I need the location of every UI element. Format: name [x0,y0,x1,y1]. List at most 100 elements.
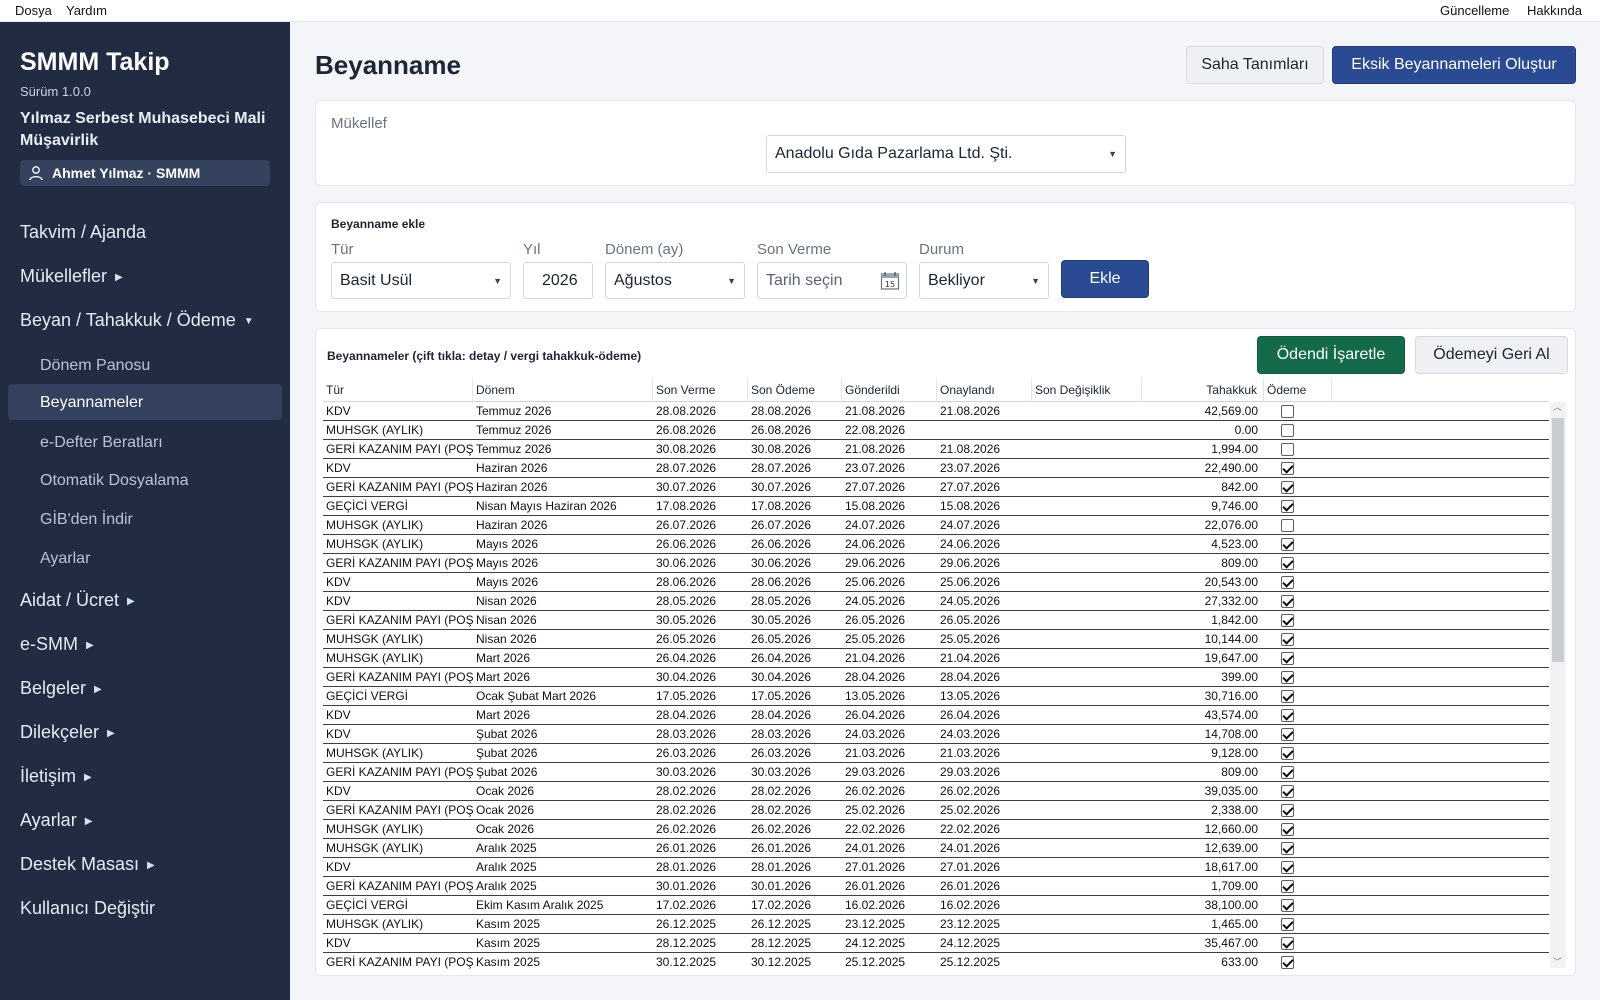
table-row[interactable]: GERİ KAZANIM PAYI (POŞET)Aralık 2025 30.0… [323,877,1549,896]
payment-checkbox[interactable] [1281,481,1294,494]
nav-sub-settings[interactable]: Ayarlar [40,550,91,567]
field-definitions-button[interactable]: Saha Tanımları [1186,46,1324,84]
taxpayer-select[interactable]: Anadolu Gıda Pazarlama Ltd. Şti. ▼ [766,135,1126,173]
table-row[interactable]: MUHSGK (AYLIK) Şubat 2026 26.03.2026 26.03.… [323,744,1549,763]
undo-payment-button[interactable]: Ödemeyi Geri Al [1415,336,1568,374]
payment-checkbox[interactable] [1281,728,1294,741]
table-row[interactable]: KDV Ocak 2026 28.02.2026 28.02.2026 26.02.20… [323,782,1549,801]
nav-support[interactable]: Destek Masası ▶ [20,854,155,875]
payment-checkbox[interactable] [1281,956,1294,969]
nav-petitions[interactable]: Dilekçeler ▶ [20,722,115,743]
col-pay-due[interactable]: Son Ödeme [748,378,842,402]
nav-sub-period-board[interactable]: Dönem Panosu [40,357,151,374]
payment-checkbox[interactable] [1281,614,1294,627]
nav-documents[interactable]: Belgeler ▶ [20,678,102,699]
payment-checkbox[interactable] [1281,766,1294,779]
payment-checkbox[interactable] [1281,709,1294,722]
status-select[interactable]: Bekliyor ▼ [919,262,1049,299]
table-row[interactable]: GERİ KAZANIM PAYI (POŞET)Kasım 2025 30.12… [323,953,1549,970]
table-row[interactable]: MUHSGK (AYLIK) Temmuz 2026 26.08.2026 26.08… [323,421,1549,440]
table-row[interactable]: KDV Nisan 2026 28.05.2026 28.05.2026 24.05.2… [323,592,1549,611]
payment-checkbox[interactable] [1281,671,1294,684]
col-approved[interactable]: Onaylandı [937,378,1032,402]
payment-checkbox[interactable] [1281,576,1294,589]
payment-checkbox[interactable] [1281,557,1294,570]
nav-declarations[interactable]: Beyan / Tahakkuk / Ödeme ▼ [20,310,254,331]
menu-help[interactable]: Yardım [66,3,107,18]
period-select[interactable]: Ağustos ▼ [605,262,745,299]
year-input[interactable]: 2026 [523,262,593,299]
payment-checkbox[interactable] [1281,443,1294,456]
table-row[interactable]: KDV Mart 2026 28.04.2026 28.04.2026 26.04.20… [323,706,1549,725]
col-period[interactable]: Dönem [473,378,653,402]
nav-esmm[interactable]: e-SMM ▶ [20,634,94,655]
table-row[interactable]: KDV Aralık 2025 28.01.2026 28.01.2026 27.01.… [323,858,1549,877]
calendar-icon[interactable]: 15 [880,271,900,291]
payment-checkbox[interactable] [1281,747,1294,760]
table-row[interactable]: KDV Kasım 2025 28.12.2025 28.12.2025 24.12.2… [323,934,1549,953]
table-row[interactable]: KDV Temmuz 2026 28.08.2026 28.08.2026 21.08.… [323,402,1549,421]
table-row[interactable]: KDV Şubat 2026 28.03.2026 28.03.2026 24.03.2… [323,725,1549,744]
col-last-change[interactable]: Son Değişiklik [1032,378,1142,402]
payment-checkbox[interactable] [1281,424,1294,437]
payment-checkbox[interactable] [1281,918,1294,931]
add-button[interactable]: Ekle [1061,260,1149,298]
table-row[interactable]: KDV Haziran 2026 28.07.2026 28.07.2026 23.07… [323,459,1549,478]
type-select[interactable]: Basit Usül ▼ [331,262,511,299]
payment-checkbox[interactable] [1281,785,1294,798]
table-row[interactable]: GERİ KAZANIM PAYI (POŞET)Mayıs 2026 30.06… [323,554,1549,573]
payment-checkbox[interactable] [1281,937,1294,950]
payment-checkbox[interactable] [1281,823,1294,836]
payment-checkbox[interactable] [1281,519,1294,532]
col-sent[interactable]: Gönderildi [842,378,937,402]
scroll-up-icon[interactable]: ︿ [1553,402,1563,412]
col-accrual[interactable]: Tahakkuk [1142,378,1264,402]
nav-fees[interactable]: Aidat / Ücret ▶ [20,590,135,611]
table-row[interactable]: GERİ KAZANIM PAYI (POŞET)Ocak 2026 28.02.… [323,801,1549,820]
user-badge[interactable]: Ahmet Yılmaz · SMMM [20,160,270,186]
nav-sub-auto-filing[interactable]: Otomatik Dosyalama [40,472,189,489]
table-row[interactable]: MUHSGK (AYLIK) Ocak 2026 26.02.2026 26.02.2… [323,820,1549,839]
table-row[interactable]: MUHSGK (AYLIK) Mart 2026 26.04.2026 26.04.2… [323,649,1549,668]
col-payment[interactable]: Ödeme [1264,378,1332,402]
table-row[interactable]: GERİ KAZANIM PAYI (POŞET)Şubat 2026 30.03… [323,763,1549,782]
mark-paid-button[interactable]: Ödendi İşaretle [1257,336,1405,374]
table-row[interactable]: GEÇİCİ VERGİ Nisan Mayıs Haziran 2026 17.0… [323,497,1549,516]
table-row[interactable]: GERİ KAZANIM PAYI (POŞET)Nisan 2026 30.05… [323,611,1549,630]
col-due[interactable]: Son Verme [653,378,748,402]
payment-checkbox[interactable] [1281,861,1294,874]
payment-checkbox[interactable] [1281,500,1294,513]
table-row[interactable]: GEÇİCİ VERGİ Ocak Şubat Mart 2026 17.05.20… [323,687,1549,706]
scroll-down-icon[interactable]: ﹀ [1553,957,1563,967]
col-type[interactable]: Tür [323,378,473,402]
menu-update[interactable]: Güncelleme [1440,3,1510,18]
menu-file[interactable]: Dosya [15,3,52,18]
nav-taxpayers[interactable]: Mükellefler ▶ [20,266,123,287]
menu-about[interactable]: Hakkında [1527,3,1582,18]
table-row[interactable]: MUHSGK (AYLIK) Haziran 2026 26.07.2026 26.0… [323,516,1549,535]
nav-calendar[interactable]: Takvim / Ajanda [20,222,146,243]
payment-checkbox[interactable] [1281,538,1294,551]
table-scrollbar[interactable]: ︿ ﹀ [1550,402,1566,968]
nav-contact[interactable]: İletişim ▶ [20,766,92,787]
payment-checkbox[interactable] [1281,690,1294,703]
table-row[interactable]: GERİ KAZANIM PAYI (POŞET)Mart 2026 30.04.… [323,668,1549,687]
payment-checkbox[interactable] [1281,405,1294,418]
nav-sub-edefter[interactable]: e-Defter Beratları [40,434,163,451]
payment-checkbox[interactable] [1281,462,1294,475]
table-row[interactable]: KDV Mayıs 2026 28.06.2026 28.06.2026 25.06.2… [323,573,1549,592]
nav-sub-declarations[interactable]: Beyannameler [40,394,144,411]
scrollbar-thumb[interactable] [1552,418,1564,662]
payment-checkbox[interactable] [1281,880,1294,893]
payment-checkbox[interactable] [1281,633,1294,646]
payment-checkbox[interactable] [1281,652,1294,665]
generate-missing-button[interactable]: Eksik Beyannameleri Oluştur [1332,46,1576,84]
payment-checkbox[interactable] [1281,804,1294,817]
table-row[interactable]: GEÇİCİ VERGİ Ekim Kasım Aralık 2025 17.02.… [323,896,1549,915]
due-date-picker[interactable]: Tarih seçin 15 [757,262,907,299]
table-row[interactable]: MUHSGK (AYLIK) Mayıs 2026 26.06.2026 26.06.… [323,535,1549,554]
nav-sub-gib-download[interactable]: GİB'den İndir [40,511,133,528]
payment-checkbox[interactable] [1281,595,1294,608]
nav-switch-user[interactable]: Kullanıcı Değiştir [20,898,155,919]
table-row[interactable]: MUHSGK (AYLIK) Kasım 2025 26.12.2025 26.12.… [323,915,1549,934]
